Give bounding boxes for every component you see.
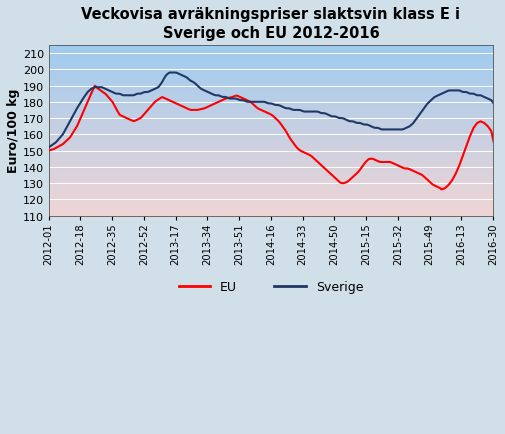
Title: Veckovisa avräkningspriser slaktsvin klass E i
Sverige och EU 2012-2016: Veckovisa avräkningspriser slaktsvin kla… — [81, 7, 461, 40]
Legend: EU, Sverige: EU, Sverige — [174, 276, 368, 299]
Y-axis label: Euro/100 kg: Euro/100 kg — [7, 89, 20, 173]
